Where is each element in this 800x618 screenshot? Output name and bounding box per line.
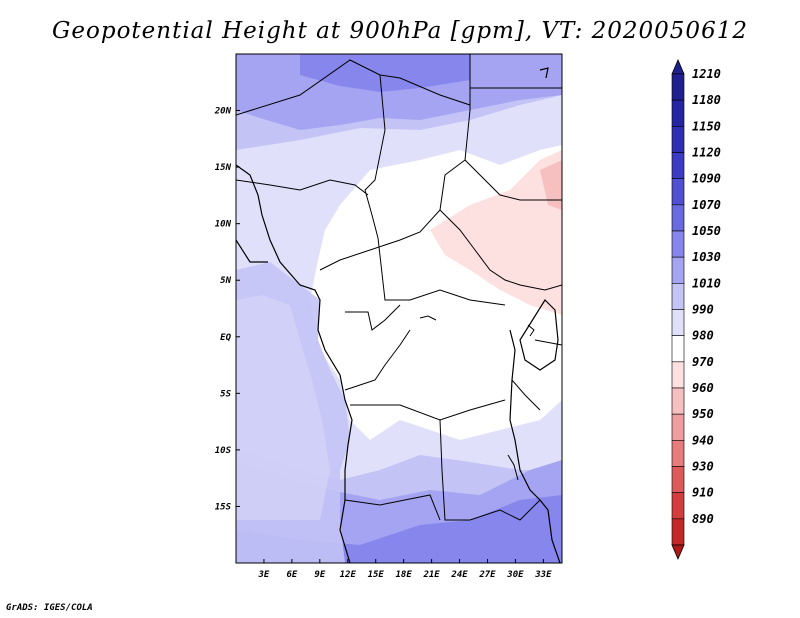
shaded-field	[236, 54, 562, 563]
colorbar-label: 1090	[692, 172, 721, 186]
lon-tick-label: 21E	[422, 570, 440, 580]
lon-tick-label: 6E	[286, 570, 297, 580]
colorbar-label: 1050	[692, 224, 721, 238]
colorbar-top-arrow	[671, 58, 685, 75]
field-ocean-light	[236, 295, 330, 520]
colorbar-segment	[671, 73, 685, 101]
country-borders	[236, 54, 562, 521]
colorbar-segment	[671, 230, 685, 258]
colorbar-label: 990	[692, 303, 714, 317]
colorbar-label: 1120	[692, 146, 721, 160]
colorbar-label: 970	[692, 355, 714, 369]
lat-tick-label: 10N	[215, 220, 232, 230]
field-1050-north	[300, 54, 470, 92]
colorbar-segment	[671, 283, 685, 310]
lon-tick-label: 9E	[314, 570, 325, 580]
latitude-ticks: 20N 15N 10N 5N EQ 5S 10S 15S	[214, 107, 240, 512]
colorbar-segment	[671, 256, 685, 284]
map-title: Geopotential Height at 900hPa [gpm], VT:…	[52, 18, 748, 44]
colorbar-label: 940	[692, 433, 714, 447]
lon-tick-label: 18E	[396, 570, 413, 580]
colorbar-label: 1210	[692, 67, 721, 81]
lon-tick-label: 15E	[368, 570, 385, 580]
grads-credit: GrADS: IGES/COLA	[6, 603, 93, 613]
field-960	[540, 160, 562, 210]
plot-frame	[235, 53, 563, 564]
colorbar-segment	[671, 518, 685, 546]
colorbar-segment	[671, 466, 685, 493]
colorbar-label: 1070	[692, 198, 721, 212]
field-970	[430, 150, 562, 315]
colorbar-segment	[671, 440, 685, 467]
lon-tick-label: 3E	[258, 570, 270, 580]
lon-tick-label: 24E	[450, 570, 468, 580]
colorbar-segment	[671, 152, 685, 179]
colorbar-label: 930	[692, 460, 714, 474]
colorbar-label: 910	[692, 486, 714, 500]
colorbar-label: 980	[692, 329, 714, 343]
colorbar-segment	[671, 413, 685, 441]
colorbar: 1210 1180 1150 1120 1090 1070 1050 1030 1010 990 9…	[671, 58, 721, 561]
colorbar-segment	[671, 309, 685, 336]
colorbar-segment	[671, 387, 685, 415]
colorbar-segment	[671, 126, 685, 153]
colorbar-segment	[671, 204, 685, 232]
colorbar-segment	[671, 492, 685, 520]
colorbar-segment	[671, 361, 685, 389]
colorbar-segment	[671, 178, 685, 206]
colorbar-bottom-arrow	[671, 544, 685, 561]
colorbar-label: 960	[692, 381, 714, 395]
lat-tick-label: 15S	[215, 502, 232, 512]
colorbar-label: 1180	[692, 93, 721, 107]
lat-tick-label: EQ	[220, 333, 231, 343]
lon-tick-label: 12E	[340, 570, 357, 580]
lat-tick-label: 5S	[220, 389, 231, 399]
lat-tick-label: 15N	[215, 163, 232, 173]
lat-tick-label: 10S	[215, 446, 232, 456]
longitude-ticks: 3E 6E 9E 12E 15E 18E 21E 24E 27E 30E 33E	[258, 559, 552, 580]
colorbar-segment	[671, 335, 685, 363]
lon-tick-label: 33E	[534, 570, 552, 580]
lat-tick-label: 20N	[214, 107, 232, 117]
colorbar-label: 890	[692, 512, 714, 526]
colorbar-segment	[671, 99, 685, 127]
coastlines	[236, 67, 561, 563]
lakes	[419, 315, 535, 481]
lon-tick-label: 30E	[506, 570, 524, 580]
lat-tick-label: 5N	[220, 276, 231, 286]
colorbar-label: 1010	[692, 276, 721, 290]
colorbar-label: 1150	[692, 119, 721, 133]
lon-tick-label: 27E	[478, 570, 496, 580]
colorbar-label: 950	[692, 407, 714, 421]
colorbar-label: 1030	[692, 250, 721, 264]
